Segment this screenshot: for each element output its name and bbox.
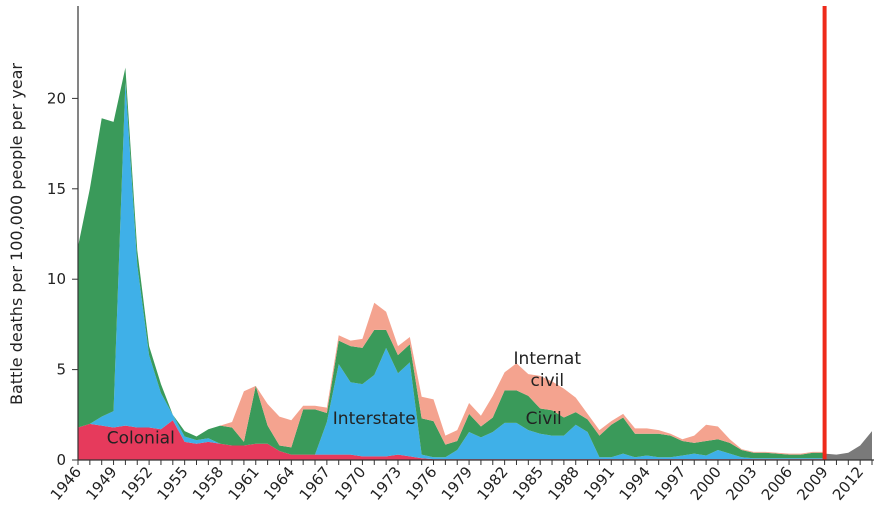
- area-label-civil: Civil: [526, 409, 562, 429]
- x-tick-label: 1979: [438, 463, 476, 504]
- area-recent: [824, 431, 872, 460]
- x-tick-label: 2012: [829, 463, 867, 504]
- area-internat-civil: [78, 67, 825, 455]
- stacked-areas: [78, 6, 872, 460]
- area-label-interstate: Interstate: [333, 409, 416, 429]
- y-tick-label: 15: [47, 180, 66, 198]
- x-tick-label: 1964: [260, 463, 298, 504]
- area-civil: [78, 67, 825, 459]
- x-tick-label: 1994: [616, 463, 654, 504]
- y-tick-label: 10: [47, 270, 66, 288]
- x-tick-label: 1973: [367, 463, 405, 504]
- x-tick-label: 1982: [473, 463, 511, 504]
- y-axis-label: Battle deaths per 100,000 people per yea…: [7, 63, 26, 405]
- y-tick-label: 20: [47, 89, 66, 107]
- x-tick-label: 2000: [687, 463, 725, 504]
- x-tick-label: 2003: [722, 463, 760, 504]
- area-label-internat: Internat: [514, 349, 582, 369]
- y-tick-label: 0: [56, 451, 66, 469]
- x-tick-label: 1952: [118, 463, 156, 504]
- area-label-colonial: Colonial: [107, 429, 175, 449]
- y-tick-label: 5: [56, 361, 66, 379]
- area-interstate: [78, 82, 825, 460]
- x-tick-label: 1991: [580, 463, 618, 504]
- x-tick-label: 1961: [224, 463, 262, 504]
- x-tick-label: 1958: [189, 463, 227, 504]
- area-colonial: [78, 420, 825, 460]
- x-tick-label: 1970: [331, 463, 369, 504]
- x-tick-label: 1985: [509, 463, 547, 504]
- x-tick-label: 1955: [153, 463, 191, 504]
- x-tick-label: 1988: [544, 463, 582, 504]
- x-tick-label: 1976: [402, 463, 440, 504]
- x-tick-label: 1949: [82, 463, 120, 504]
- area-label-civil: civil: [531, 371, 565, 391]
- x-tick-label: 2009: [793, 463, 831, 504]
- x-tick-label: 1946: [47, 463, 85, 504]
- x-tick-label: 1997: [651, 463, 689, 504]
- x-tick-label: 2006: [758, 463, 796, 504]
- x-tick-label: 1967: [296, 463, 334, 504]
